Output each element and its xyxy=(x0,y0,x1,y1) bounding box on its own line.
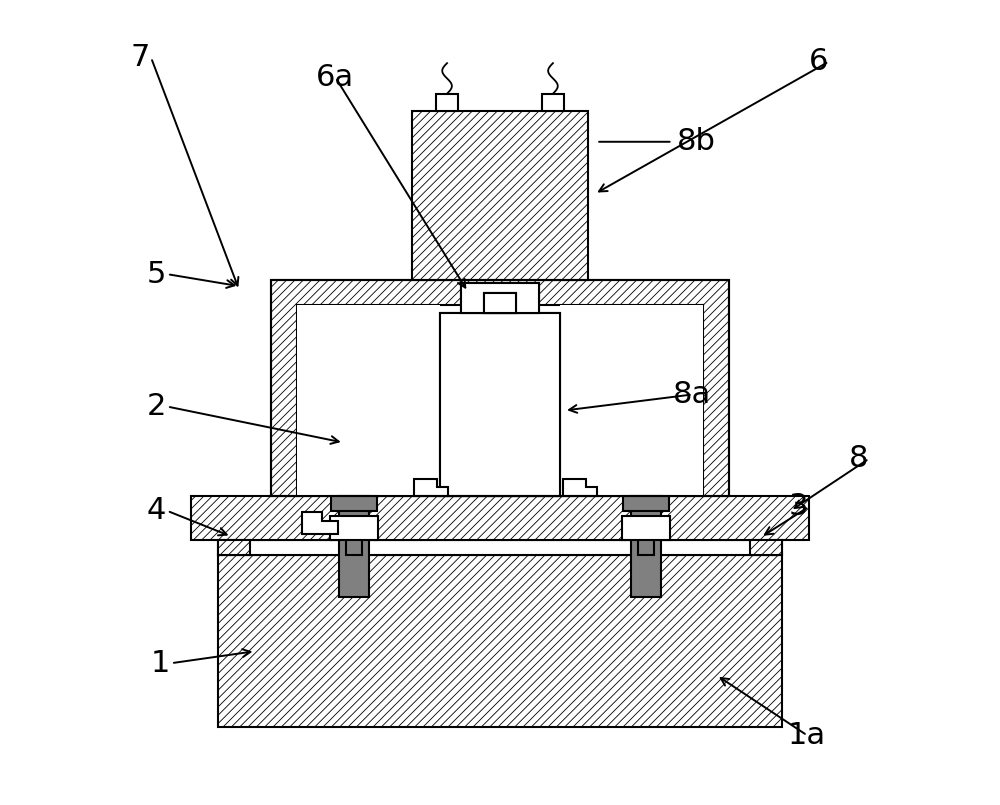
Text: 6: 6 xyxy=(809,47,828,76)
Bar xyxy=(297,305,703,497)
Bar xyxy=(297,305,440,497)
Bar xyxy=(461,283,539,313)
Bar xyxy=(346,535,362,555)
Bar xyxy=(218,540,250,555)
Bar xyxy=(542,93,564,111)
Bar xyxy=(218,555,782,728)
Bar xyxy=(631,497,661,597)
Polygon shape xyxy=(302,512,338,534)
Bar xyxy=(638,535,654,555)
Text: 8b: 8b xyxy=(676,127,715,156)
Bar xyxy=(440,313,560,497)
Text: 8a: 8a xyxy=(672,380,711,409)
Polygon shape xyxy=(414,479,448,497)
Bar xyxy=(560,305,703,497)
Text: 6a: 6a xyxy=(315,63,354,92)
Bar xyxy=(440,313,560,497)
Bar xyxy=(412,111,588,280)
Bar xyxy=(218,540,782,555)
Text: 5: 5 xyxy=(147,260,166,289)
Bar xyxy=(331,497,377,511)
Text: 2: 2 xyxy=(147,392,166,421)
Bar xyxy=(330,516,378,540)
Bar xyxy=(484,292,516,313)
Text: 8: 8 xyxy=(849,444,868,473)
Bar xyxy=(750,540,782,555)
Bar xyxy=(191,497,809,540)
Bar xyxy=(339,497,369,597)
Bar xyxy=(436,93,458,111)
Text: 1a: 1a xyxy=(787,721,825,750)
Polygon shape xyxy=(563,479,597,497)
Bar xyxy=(484,292,516,313)
Bar xyxy=(271,280,729,497)
Text: 7: 7 xyxy=(131,43,150,72)
Bar xyxy=(271,280,729,497)
Bar xyxy=(623,497,669,511)
Bar xyxy=(622,516,670,540)
Text: 4: 4 xyxy=(147,497,166,526)
Bar xyxy=(461,283,539,313)
Text: 3: 3 xyxy=(789,493,808,522)
Text: 1: 1 xyxy=(151,649,170,678)
